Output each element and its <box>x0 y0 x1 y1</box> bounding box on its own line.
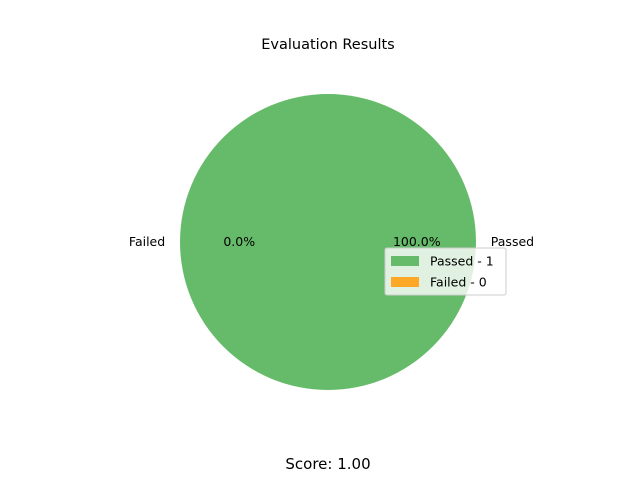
legend-swatch-passed <box>391 256 419 266</box>
legend: Passed - 1 Failed - 0 <box>384 247 507 296</box>
slice-pct-passed: 100.0% <box>393 234 441 249</box>
chart-title: Evaluation Results <box>261 37 394 53</box>
slice-label-passed: Passed <box>491 234 534 249</box>
legend-label-failed: Failed - 0 <box>430 275 487 290</box>
slice-label-failed: Failed <box>129 234 165 249</box>
pie-slices <box>180 94 476 390</box>
slice-pct-failed: 0.0% <box>223 234 255 249</box>
pie-slice-passed <box>180 94 476 390</box>
pie-labels: Passed 100.0% Failed 0.0% <box>129 234 534 249</box>
score-label: Score: 1.00 <box>285 455 370 473</box>
legend-swatch-failed <box>391 277 419 287</box>
legend-label-passed: Passed - 1 <box>430 254 494 269</box>
